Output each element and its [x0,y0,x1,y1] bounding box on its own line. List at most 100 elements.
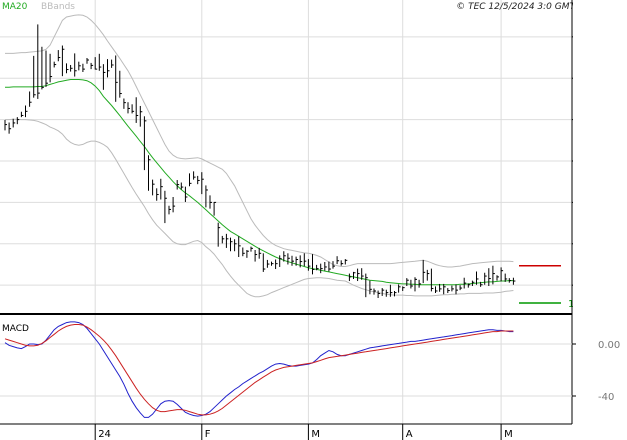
ohlc-bar [389,284,393,297]
ohlc-bar [295,256,299,266]
ohlc-bar [492,265,495,285]
ohlc-bar [107,59,110,78]
ohlc-bar [250,246,253,252]
ohlc-bar [213,201,217,216]
ohlc-bar [447,288,450,294]
ohlc-bar [119,70,122,98]
ohlc-bar [291,255,294,266]
ohlc-bar [266,259,270,268]
x-tick-label: M [311,429,320,440]
ohlc-bar [320,263,323,274]
ohlc-bar [102,64,106,90]
ohlc-bar [168,205,171,215]
ohlc-bar [500,267,504,282]
ohlc-bar [467,283,471,288]
ohlc-bar [37,24,40,99]
macd-panel: MACD [2,324,29,334]
ohlc-bar [283,251,286,262]
ohlc-bar [385,289,389,297]
ohlc-bar [299,255,303,268]
signal-line [4,324,514,416]
legend-bbands: BBands [41,2,75,12]
ohlc-bar [381,288,385,296]
macd-grid [0,343,572,397]
ohlc-bar [217,222,221,247]
macd-lines [4,321,514,418]
ohlc-bar [422,259,426,284]
bollinger-bands [5,14,514,298]
ohlc-bar [365,273,368,298]
ohlc-bar [49,53,53,83]
ohlc-bar [377,290,381,298]
ohlc-bar [86,57,89,64]
ohlc-bar [394,290,397,297]
ohlc-bar [418,279,422,288]
ohlc-bar [156,188,159,201]
ohlc-bar [184,186,188,202]
ohlc-bar [488,268,491,286]
ohlc-bar [221,235,225,244]
legend-ma20: MA20 [2,2,28,12]
ohlc-bar [357,268,360,282]
ohlc-bar [369,280,372,295]
ohlc-bar [201,172,204,195]
ohlc-bar [111,59,114,68]
ohlc-bar [209,195,212,209]
ohlc-bar [160,178,163,200]
ohlc-bar [176,180,180,190]
macd-line [4,321,514,418]
ohlc-bar [12,118,16,128]
ohlc-bar [402,286,405,291]
ohlc-bar [148,155,151,191]
ohlc-bar [340,260,344,266]
ohlc-bar [496,275,499,281]
ohlc-bar [463,277,467,289]
ohlc-bar [70,64,73,72]
ohlc-bar [66,63,69,74]
ohlc-bar [328,261,331,272]
ohlc-bar [41,46,44,90]
ohlc-bar [459,285,463,291]
ohlc-bar [451,285,454,292]
price-panel [0,0,572,312]
ohlc-bar [258,247,262,259]
ohlc-bar [205,185,208,208]
ohlc-bar [254,249,258,262]
ohlc-bar [426,269,430,281]
ohlc-bar [271,261,274,266]
ohlc-bar [135,97,139,123]
ohlc-bar [193,171,196,180]
ohlc-bar [131,104,135,114]
ohlc-bar [455,284,458,295]
ohlc-bar [303,253,307,267]
ohlc-bar [4,120,7,131]
ohlc-bar [180,182,184,190]
ohlc-bars [4,24,516,298]
ohlc-bar [164,190,167,224]
ohlc-bar [275,259,278,270]
ohlc-bar [172,197,176,213]
price-vertical-grid [94,0,502,424]
copyright-label: © TEC 12/5/2024 3:0 GMT [456,2,576,12]
bband-lower-line [5,118,514,298]
x-tick-label: M [504,429,513,440]
ohlc-bar [332,261,335,269]
ohlc-bar [287,253,290,265]
ohlc-bar [20,111,24,118]
ohlc-bar [45,50,48,87]
ohlc-bar [33,55,36,98]
ohlc-bar [471,280,475,286]
ohlc-bar [336,256,340,265]
ohlc-bar [123,98,126,109]
ohlc-bar [307,259,311,271]
ohlc-bar [246,249,249,258]
ohlc-bar [316,264,319,271]
ohlc-bar [127,102,130,114]
ohlc-bar [82,63,85,73]
ohlc-bar [508,278,512,283]
y-axis-gutter [573,0,627,440]
ohlc-bar [373,288,376,295]
ohlc-bar [414,277,417,292]
ohlc-bar [410,279,413,289]
ohlc-bar [312,254,315,275]
